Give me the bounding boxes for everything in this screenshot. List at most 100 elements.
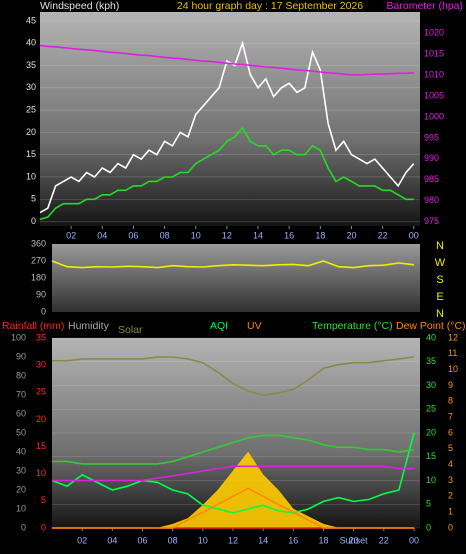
y-tick-label: 7 [448,412,453,422]
y-tick-label: 180 [31,272,46,282]
y-tick-label: 11 [448,348,457,358]
y-tick-label: 0 [448,522,453,532]
line [52,465,414,482]
y-tick-label: 35 [26,60,36,70]
line [39,44,414,76]
compass-label: N [436,308,444,320]
x-tick-label: 02 [77,535,87,545]
y-tick-label: 8 [448,396,453,406]
y-tick-label: 20 [26,127,36,137]
y-tick-label: 1015 [424,48,444,58]
x-tick-label: 16 [284,230,294,240]
x-tick-label: 02 [66,230,76,240]
legend-entry: Temperature (°C) [312,320,393,332]
x-tick-label: 18 [315,230,325,240]
y-tick-label: 9 [448,380,453,390]
y-tick-label: 80 [16,370,26,380]
legend-entry: Rainfall (mm) [2,320,64,332]
x-tick-label: 22 [379,535,389,545]
x-tick-label: 12 [228,535,238,545]
y-tick-label: 10 [26,171,36,181]
line [52,356,415,396]
x-tick-label: 00 [409,535,419,545]
legend-entry: Windspeed (kph) [40,0,119,12]
y-tick-label: 990 [424,153,439,163]
annotation: Sunset [340,535,369,545]
y-tick-label: 20 [16,484,26,494]
y-tick-label: 15 [26,149,36,159]
plot-area [40,12,420,226]
y-tick-label: 975 [424,216,439,226]
compass-label: S [436,274,443,286]
legend-entry: Solar [118,324,143,336]
y-tick-label: 5 [448,443,453,453]
y-tick-label: 4 [448,459,453,469]
line [51,432,415,514]
y-tick-label: 0 [31,216,36,226]
y-tick-label: 995 [424,132,439,142]
y-tick-label: 5 [31,194,36,204]
y-tick-label: 40 [426,332,436,342]
y-tick-label: 1020 [424,27,444,37]
y-tick-label: 6 [448,427,453,437]
x-tick-label: 20 [346,230,356,240]
line [39,126,414,221]
y-tick-label: 5 [41,495,46,505]
x-tick-label: 08 [160,230,170,240]
chart-title: 24 hour graph day : 17 September 2026 [177,0,363,12]
x-tick-label: 20 [349,535,359,545]
y-tick-label: 985 [424,174,439,184]
y-tick-label: 360 [31,238,46,248]
y-tick-label: 15 [36,441,46,451]
y-tick-label: 30 [36,360,46,370]
y-tick-label: 270 [31,255,46,265]
legend-entry: Dew Point (°C) [396,320,466,332]
compass-label: E [436,291,443,303]
y-tick-label: 25 [26,104,36,114]
y-tick-label: 35 [426,356,436,366]
y-tick-label: 1010 [424,69,444,79]
x-tick-label: 04 [107,535,117,545]
x-tick-label: 22 [378,230,388,240]
legend-entry: AQI [210,320,228,332]
y-tick-label: 35 [36,332,46,342]
y-tick-label: 10 [448,364,458,374]
x-tick-label: 14 [258,535,268,545]
compass-label: W [435,257,446,269]
y-tick-label: 50 [16,427,26,437]
plot-area [52,244,420,312]
y-tick-label: 1005 [424,90,444,100]
y-tick-label: 1000 [424,111,444,121]
y-tick-label: 60 [16,408,26,418]
line [51,260,415,269]
line [52,434,415,465]
legend-entry: Barometer (hpa) [387,0,463,12]
y-tick-label: 0 [41,522,46,532]
x-tick-label: 06 [128,230,138,240]
y-tick-label: 980 [424,195,439,205]
y-tick-label: 10 [36,468,46,478]
y-tick-label: 0 [426,522,431,532]
x-tick-label: 10 [198,535,208,545]
y-tick-label: 1 [448,507,453,517]
y-tick-label: 2 [448,491,453,501]
x-tick-label: 18 [318,535,328,545]
y-tick-label: 15 [426,451,436,461]
y-tick-label: 0 [41,306,46,316]
y-tick-label: 3 [448,475,453,485]
y-tick-label: 0 [21,522,26,532]
y-tick-label: 30 [26,82,36,92]
legend-entry: UV [247,320,262,332]
y-tick-label: 10 [16,503,26,513]
line [39,40,415,214]
y-tick-label: 90 [16,351,26,361]
y-tick-label: 40 [26,38,36,48]
y-tick-label: 10 [426,475,436,485]
y-tick-label: 70 [16,389,26,399]
y-tick-label: 25 [426,404,436,414]
x-tick-label: 06 [137,535,147,545]
x-tick-label: 16 [288,535,298,545]
y-tick-label: 12 [448,332,458,342]
y-tick-label: 30 [16,465,26,475]
